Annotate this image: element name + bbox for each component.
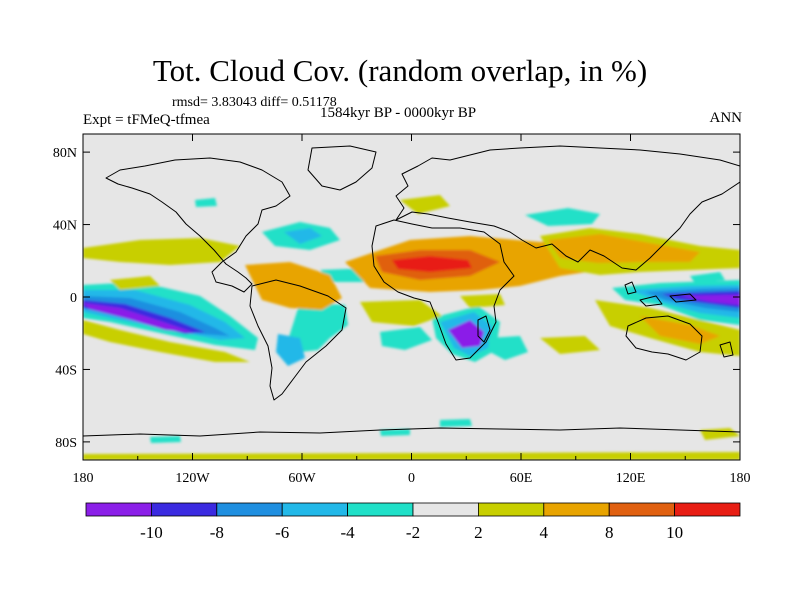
colorbar-tick-label: -4: [341, 523, 356, 542]
lon-tick-label: 60E: [510, 471, 533, 486]
colorbar: -10 -8 -6 -4 -2 2 4 8 10: [85, 502, 741, 542]
lat-tick-label: 80N: [53, 146, 77, 161]
colorbar-swatch: [608, 502, 676, 517]
lat-tick-label: 80S: [55, 436, 77, 451]
longitude-axis: 180 120W 60W 0 60E 120E 180: [73, 134, 751, 486]
lon-tick-label: 180: [73, 471, 94, 486]
rmsd-diff-label: rmsd= 3.83043 diff= 0.51178: [172, 95, 337, 110]
colorbar-swatch: [216, 502, 283, 517]
lon-tick-label: 180: [730, 471, 751, 486]
colorbar-tick-label: 10: [666, 523, 683, 542]
colorbar-tick-label: 4: [540, 523, 549, 542]
season-label: ANN: [709, 110, 743, 126]
colorbar-tick-label: -8: [210, 523, 224, 542]
colorbar-swatch: [674, 502, 741, 517]
experiment-label: Expt = tFMeQ-tfmea: [83, 112, 210, 128]
period-label: 1584kyr BP - 0000kyr BP: [320, 105, 477, 121]
colorbar-swatch: [412, 502, 479, 517]
colorbar-swatch: [281, 502, 349, 517]
lon-tick-label: 60W: [288, 471, 316, 486]
colorbar-swatch: [85, 502, 152, 517]
colorbar-swatch: [150, 502, 218, 517]
coastlines: [83, 145, 740, 437]
lon-tick-label: 120W: [175, 471, 210, 486]
colorbar-tick-label: 2: [474, 523, 483, 542]
colorbar-tick-label: -2: [406, 523, 420, 542]
colorbar-tick-label: 8: [605, 523, 614, 542]
lat-tick-label: 40S: [55, 363, 77, 378]
lon-tick-label: 120E: [616, 471, 646, 486]
latitude-axis: 80N 40N 0 40S 80S: [53, 146, 740, 451]
anomaly-fields: [83, 195, 740, 460]
lat-tick-label: 0: [70, 291, 77, 306]
colorbar-swatch: [347, 502, 414, 517]
plot-title: Tot. Cloud Cov. (random overlap, in %): [152, 53, 648, 88]
lat-tick-label: 40N: [53, 219, 77, 234]
colorbar-swatch: [477, 502, 545, 517]
colorbar-swatch: [543, 502, 610, 517]
colorbar-tick-label: -10: [140, 523, 163, 542]
lon-tick-label: 0: [408, 471, 415, 486]
colorbar-tick-label: -6: [275, 523, 289, 542]
